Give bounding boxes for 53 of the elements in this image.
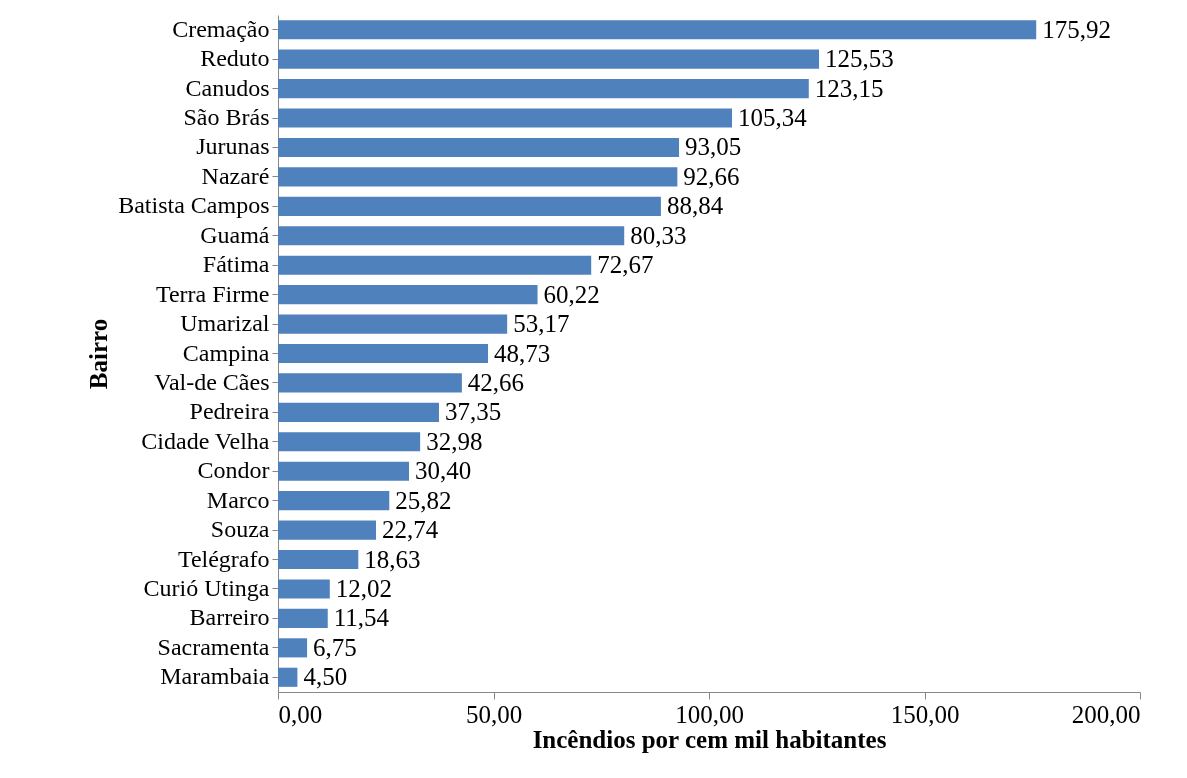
y-axis-title: Bairro — [85, 318, 113, 390]
data-label: 42,66 — [467, 368, 525, 396]
y-tick-label: Souza — [210, 516, 270, 543]
y-tick-label: Nazaré — [201, 162, 270, 189]
data-label: 11,54 — [333, 604, 390, 632]
y-tick-label: Campina — [182, 339, 270, 366]
data-label: 4,50 — [303, 663, 348, 691]
data-label: 30,40 — [415, 457, 472, 485]
data-label: 53,17 — [513, 310, 570, 338]
data-label: 22,74 — [382, 516, 439, 544]
y-tick-label: Telégrafo — [177, 545, 270, 572]
y-tick-label: Marambaia — [160, 663, 270, 690]
y-tick-label: Marco — [206, 486, 270, 513]
y-tick-label: Barreiro — [189, 604, 270, 631]
data-label: 48,73 — [494, 339, 551, 367]
data-label: 12,02 — [335, 574, 393, 602]
y-tick-label: Canudos — [185, 74, 270, 101]
data-label: 32,98 — [426, 427, 483, 455]
y-tick-label: Condor — [197, 457, 270, 484]
data-label: 125,53 — [825, 45, 894, 73]
y-tick-label: Sacramenta — [157, 633, 270, 660]
x-tick-label: 0,00 — [278, 700, 323, 728]
y-tick-label: Umarizal — [180, 310, 270, 337]
data-label: 123,15 — [814, 74, 884, 102]
data-label: 18,63 — [364, 545, 421, 573]
data-label: 175,92 — [1042, 15, 1111, 43]
x-tick-label: 150,00 — [890, 700, 960, 728]
data-label: 93,05 — [685, 133, 742, 161]
x-tick-label: 200,00 — [1071, 700, 1141, 728]
y-tick-label: São Brás — [183, 104, 270, 131]
data-label: 80,33 — [630, 221, 687, 249]
y-tick-label: Pedreira — [189, 398, 270, 425]
y-tick-label: Batista Campos — [118, 192, 270, 219]
data-label: 72,67 — [597, 251, 654, 279]
data-label: 60,22 — [543, 280, 600, 308]
data-label: 6,75 — [313, 633, 357, 661]
x-tick-label: 100,00 — [675, 700, 744, 728]
data-label: 92,66 — [683, 162, 740, 190]
y-tick-label: Curió Utinga — [143, 574, 270, 601]
x-tick-label: 50,00 — [465, 700, 523, 728]
x-axis-title: Incêndios por cem mil habitantes — [532, 725, 887, 753]
data-label: 88,84 — [666, 192, 724, 220]
y-tick-label: Terra Firme — [155, 280, 270, 307]
y-tick-label: Guamá — [200, 221, 270, 248]
y-tick-label: Cremação — [172, 15, 270, 42]
y-tick-label: Cidade Velha — [141, 427, 270, 454]
y-tick-label: Fátima — [202, 251, 270, 278]
y-tick-label: Reduto — [200, 45, 270, 72]
data-label: 105,34 — [738, 104, 808, 132]
y-tick-label: Jurunas — [196, 133, 270, 160]
y-tick-label: Val-de Cães — [154, 368, 270, 395]
data-label: 37,35 — [444, 398, 502, 426]
data-label: 25,82 — [395, 486, 452, 514]
